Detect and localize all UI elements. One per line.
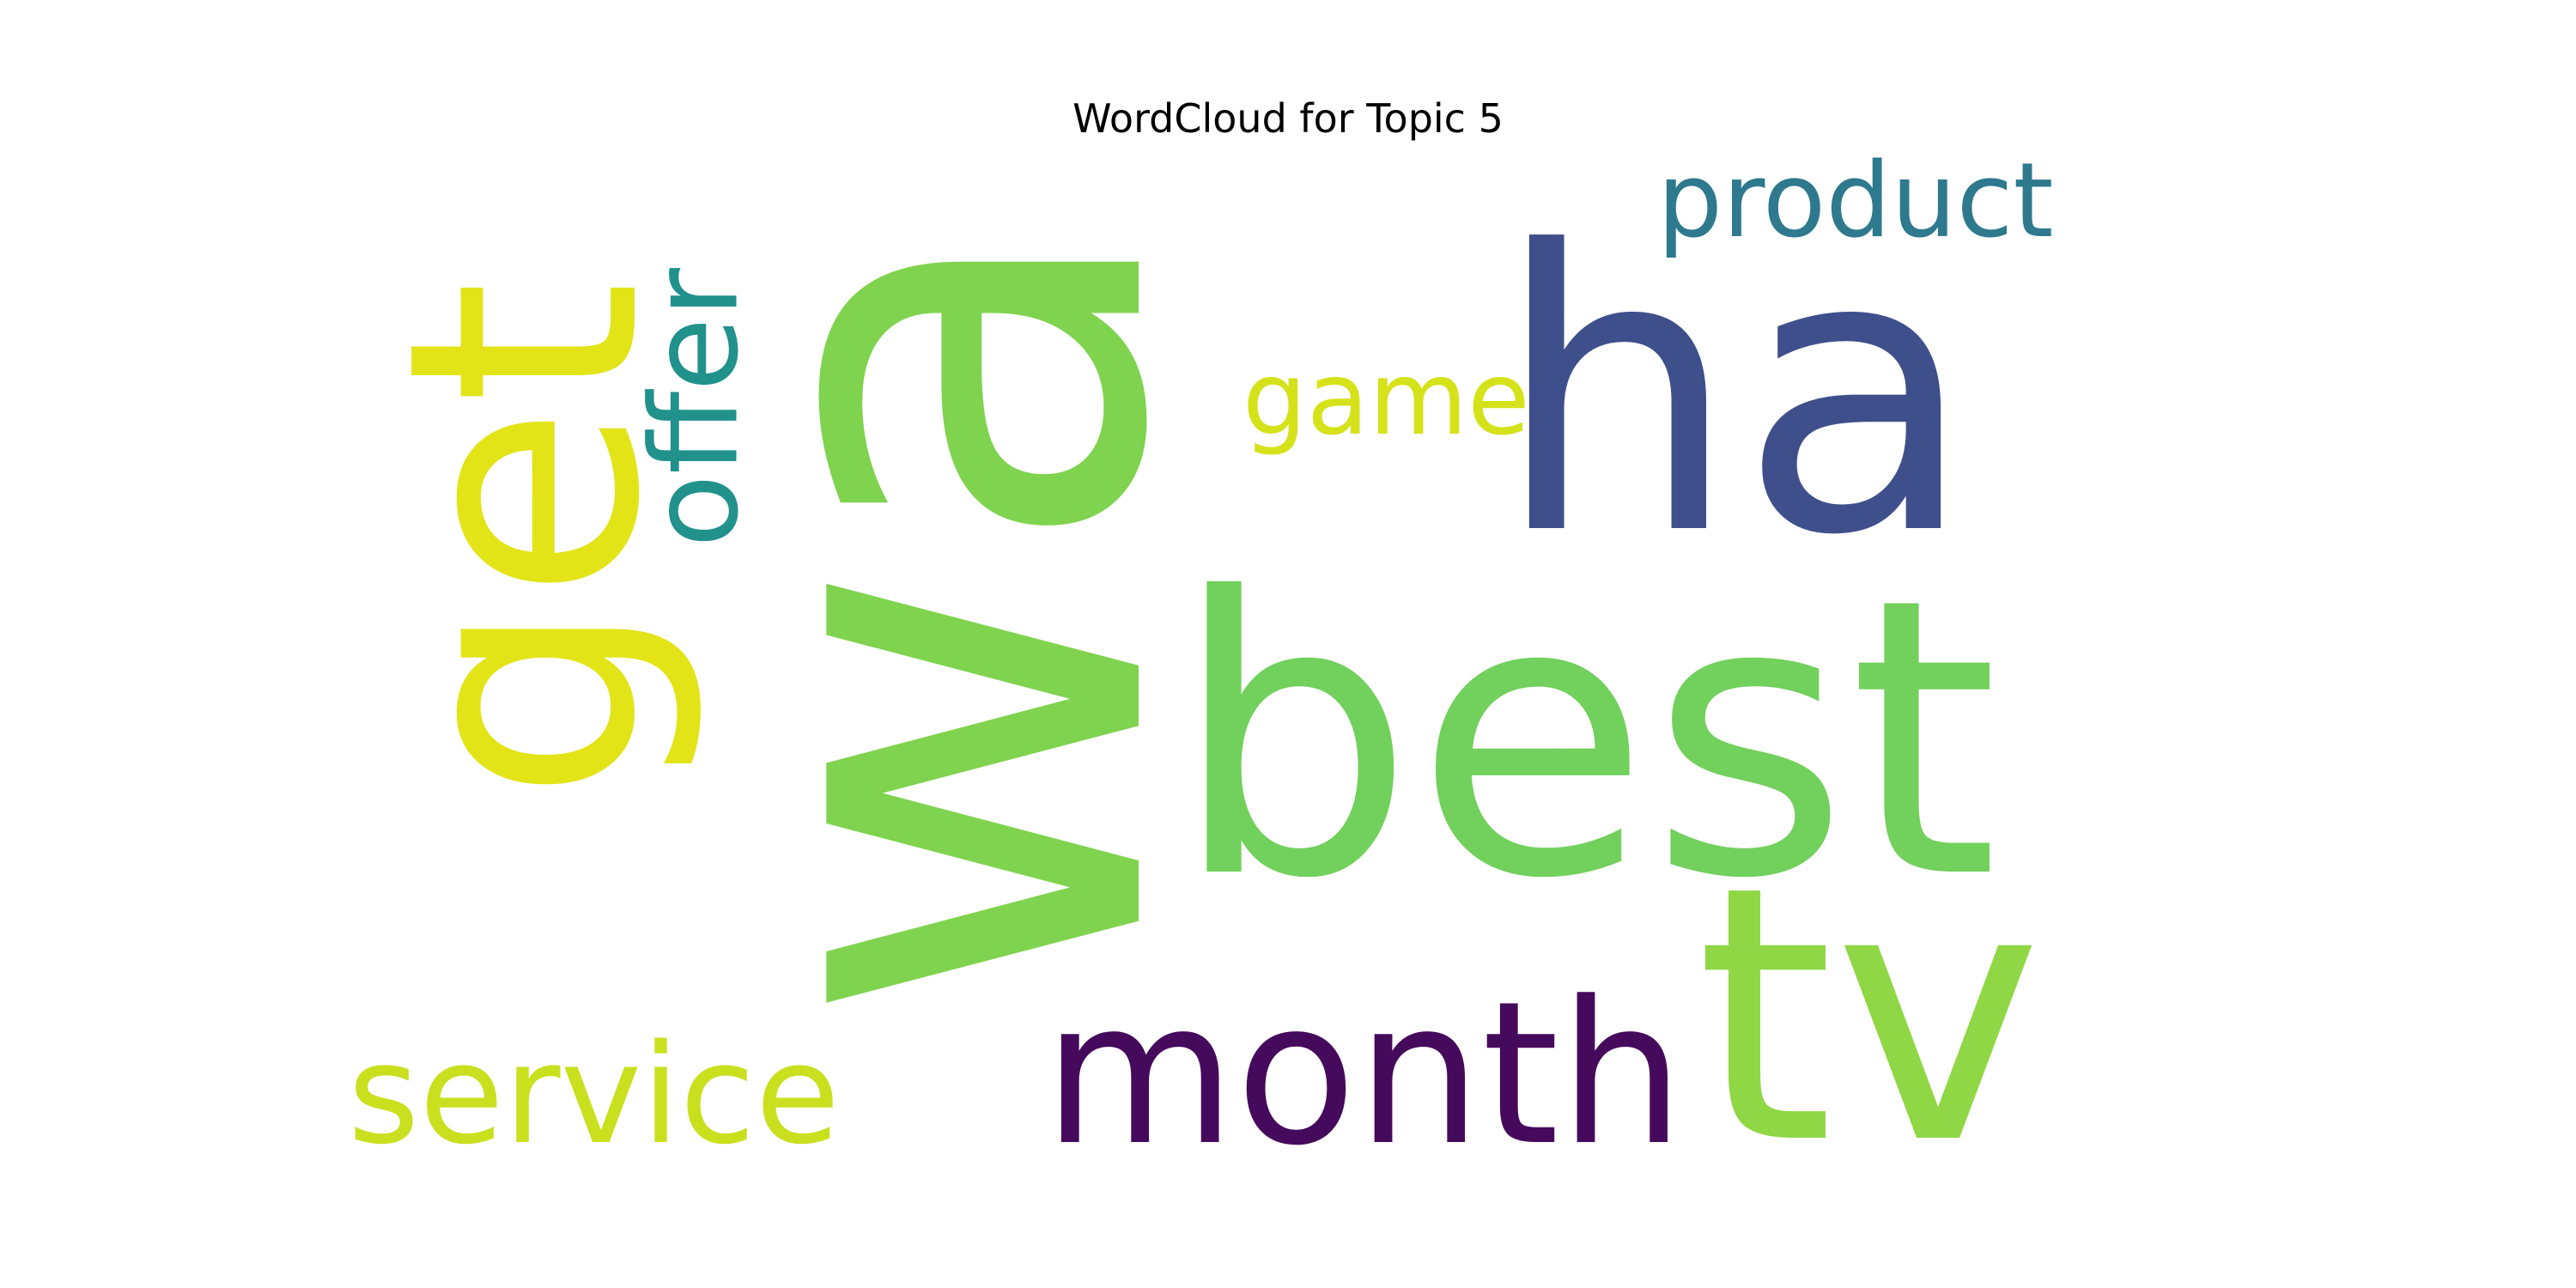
figure-title: WordCloud for Topic 5: [1072, 95, 1504, 142]
word-best: best: [1172, 517, 1999, 962]
word-offer: offer: [626, 268, 766, 548]
word-get: get: [341, 280, 710, 802]
word-tv: tv: [1696, 811, 2042, 1221]
word-month: month: [1043, 960, 1685, 1189]
word-wa: wa: [609, 210, 1273, 1026]
word-game: game: [1242, 339, 1530, 458]
word-service: service: [348, 1014, 840, 1175]
word-ha: ha: [1494, 170, 1976, 620]
word-product: product: [1657, 142, 2054, 261]
